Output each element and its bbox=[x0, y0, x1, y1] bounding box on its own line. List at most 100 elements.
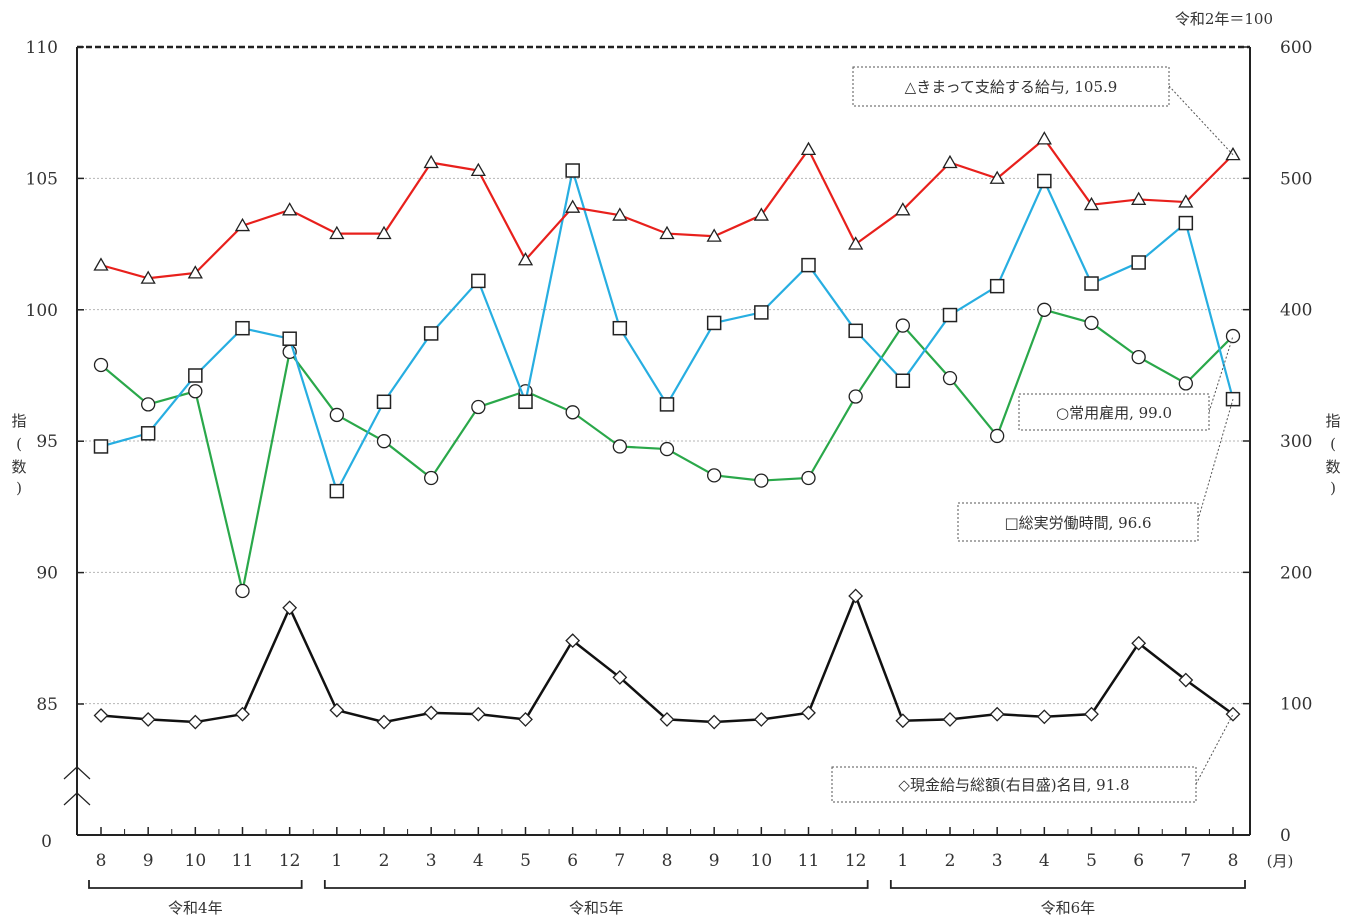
data-point-diamond bbox=[942, 712, 958, 727]
x-tick-label: 6 bbox=[1133, 851, 1144, 871]
year-bracket bbox=[323, 880, 869, 889]
data-point-circle bbox=[1178, 376, 1193, 391]
x-unit: (月) bbox=[1267, 852, 1294, 870]
data-point-circle bbox=[754, 473, 769, 488]
data-point-triangle bbox=[942, 154, 958, 169]
x-tick-label: 3 bbox=[426, 851, 437, 871]
x-tick-label: 12 bbox=[279, 851, 301, 871]
right-tick-label: 400 bbox=[1280, 301, 1312, 321]
callout-box bbox=[852, 66, 1170, 107]
x-tick-label: 12 bbox=[845, 851, 867, 871]
callout-box bbox=[1018, 393, 1210, 431]
data-point-diamond bbox=[612, 669, 628, 685]
data-point-circle bbox=[1084, 315, 1099, 331]
x-tick-label: 6 bbox=[567, 851, 578, 871]
data-point-diamond bbox=[848, 588, 864, 604]
callout-box bbox=[957, 502, 1199, 542]
axis-break-mark bbox=[63, 792, 91, 806]
data-point-diamond bbox=[329, 702, 345, 718]
data-point-diamond bbox=[235, 706, 250, 722]
x-tick-label: 2 bbox=[945, 851, 956, 871]
year-label: 令和5年 bbox=[569, 899, 624, 917]
right-tick-label: 500 bbox=[1280, 169, 1312, 189]
x-tick-label: 3 bbox=[992, 851, 1003, 871]
data-point-square bbox=[942, 307, 958, 323]
data-point-triangle bbox=[376, 225, 392, 240]
data-point-triangle bbox=[895, 202, 911, 216]
callout-box bbox=[831, 766, 1197, 803]
data-point-diamond bbox=[1131, 635, 1147, 651]
callout-label: □総実労働時間, 96.6 bbox=[1004, 514, 1151, 532]
data-point-circle bbox=[188, 384, 203, 399]
year-bracket bbox=[889, 880, 1246, 889]
year-bracket bbox=[88, 880, 303, 889]
data-point-circle bbox=[942, 370, 958, 386]
callout-leader bbox=[1197, 399, 1234, 521]
data-point-diamond bbox=[565, 633, 581, 649]
right-tick-label: 300 bbox=[1280, 432, 1312, 452]
series-line-diamond bbox=[100, 592, 1234, 724]
x-tick-label: 5 bbox=[1086, 851, 1097, 871]
data-point-circle bbox=[93, 357, 109, 373]
data-point-triangle bbox=[800, 141, 817, 156]
data-point-diamond bbox=[659, 712, 675, 727]
data-point-triangle bbox=[282, 202, 298, 216]
data-point-triangle bbox=[1225, 146, 1241, 161]
data-point-square bbox=[329, 483, 345, 499]
x-tick-label: 10 bbox=[751, 851, 773, 871]
base-note: 令和2年＝100 bbox=[1175, 10, 1273, 28]
data-point-triangle bbox=[423, 154, 439, 169]
data-point-square bbox=[612, 320, 628, 336]
data-point-square bbox=[282, 331, 297, 346]
data-point-diamond bbox=[1036, 709, 1052, 725]
x-tick-label: 1 bbox=[897, 851, 908, 871]
data-point-square bbox=[1178, 215, 1194, 231]
data-point-square bbox=[659, 397, 675, 412]
data-point-circle bbox=[329, 407, 344, 423]
x-tick-label: 5 bbox=[520, 851, 531, 871]
callout-leader bbox=[1208, 335, 1234, 413]
data-point-circle bbox=[895, 318, 910, 333]
right-tick-label: 200 bbox=[1280, 563, 1312, 583]
annotations: △きまって支給する給与, 105.9 ○常用雇用, 99.0 □総実労働時間, 96… bbox=[831, 66, 1234, 803]
data-point-square bbox=[754, 305, 769, 320]
data-point-diamond bbox=[1178, 672, 1194, 688]
left-tick-label: 110 bbox=[26, 38, 58, 58]
data-point-diamond bbox=[93, 708, 109, 723]
data-point-square bbox=[235, 320, 250, 336]
data-point-triangle bbox=[234, 217, 251, 232]
data-point-diamond bbox=[895, 713, 911, 729]
data-point-triangle bbox=[517, 252, 534, 266]
data-point-square bbox=[93, 439, 109, 454]
callout-leader bbox=[1168, 85, 1234, 156]
left-tick-label: 85 bbox=[36, 695, 58, 715]
left-axis-label: 数 bbox=[11, 458, 26, 476]
axis-break-mark bbox=[63, 766, 91, 780]
data-point-triangle bbox=[848, 236, 864, 250]
data-point-circle bbox=[848, 389, 863, 404]
data-point-triangle bbox=[706, 228, 722, 242]
right-axis-label: 指 bbox=[1325, 412, 1340, 430]
data-point-triangle bbox=[1178, 194, 1194, 208]
gridlines bbox=[77, 177, 1250, 705]
series-diamond bbox=[93, 588, 1241, 730]
data-point-diamond bbox=[470, 706, 486, 722]
right-tick-label: 0 bbox=[1280, 826, 1291, 846]
data-point-triangle bbox=[140, 270, 156, 284]
axes: 11010510095908506005004003002001000指(数)指… bbox=[11, 10, 1340, 917]
callout-label: ◇現金給与総額(右目盛)名目, 91.8 bbox=[898, 776, 1129, 794]
data-point-diamond bbox=[1225, 706, 1241, 722]
left-axis-label: 指 bbox=[11, 412, 26, 430]
series-line-triangle bbox=[100, 137, 1234, 280]
data-point-square bbox=[848, 323, 863, 339]
left-tick-label: 105 bbox=[26, 169, 58, 189]
data-point-diamond bbox=[989, 706, 1005, 722]
left-axis-paren: ) bbox=[16, 479, 22, 497]
data-point-circle bbox=[471, 399, 486, 415]
data-point-circle bbox=[424, 470, 439, 486]
x-tick-label: 9 bbox=[143, 851, 154, 871]
data-point-triangle bbox=[93, 257, 109, 271]
data-point-diamond bbox=[801, 705, 816, 721]
data-point-triangle bbox=[1131, 191, 1147, 205]
